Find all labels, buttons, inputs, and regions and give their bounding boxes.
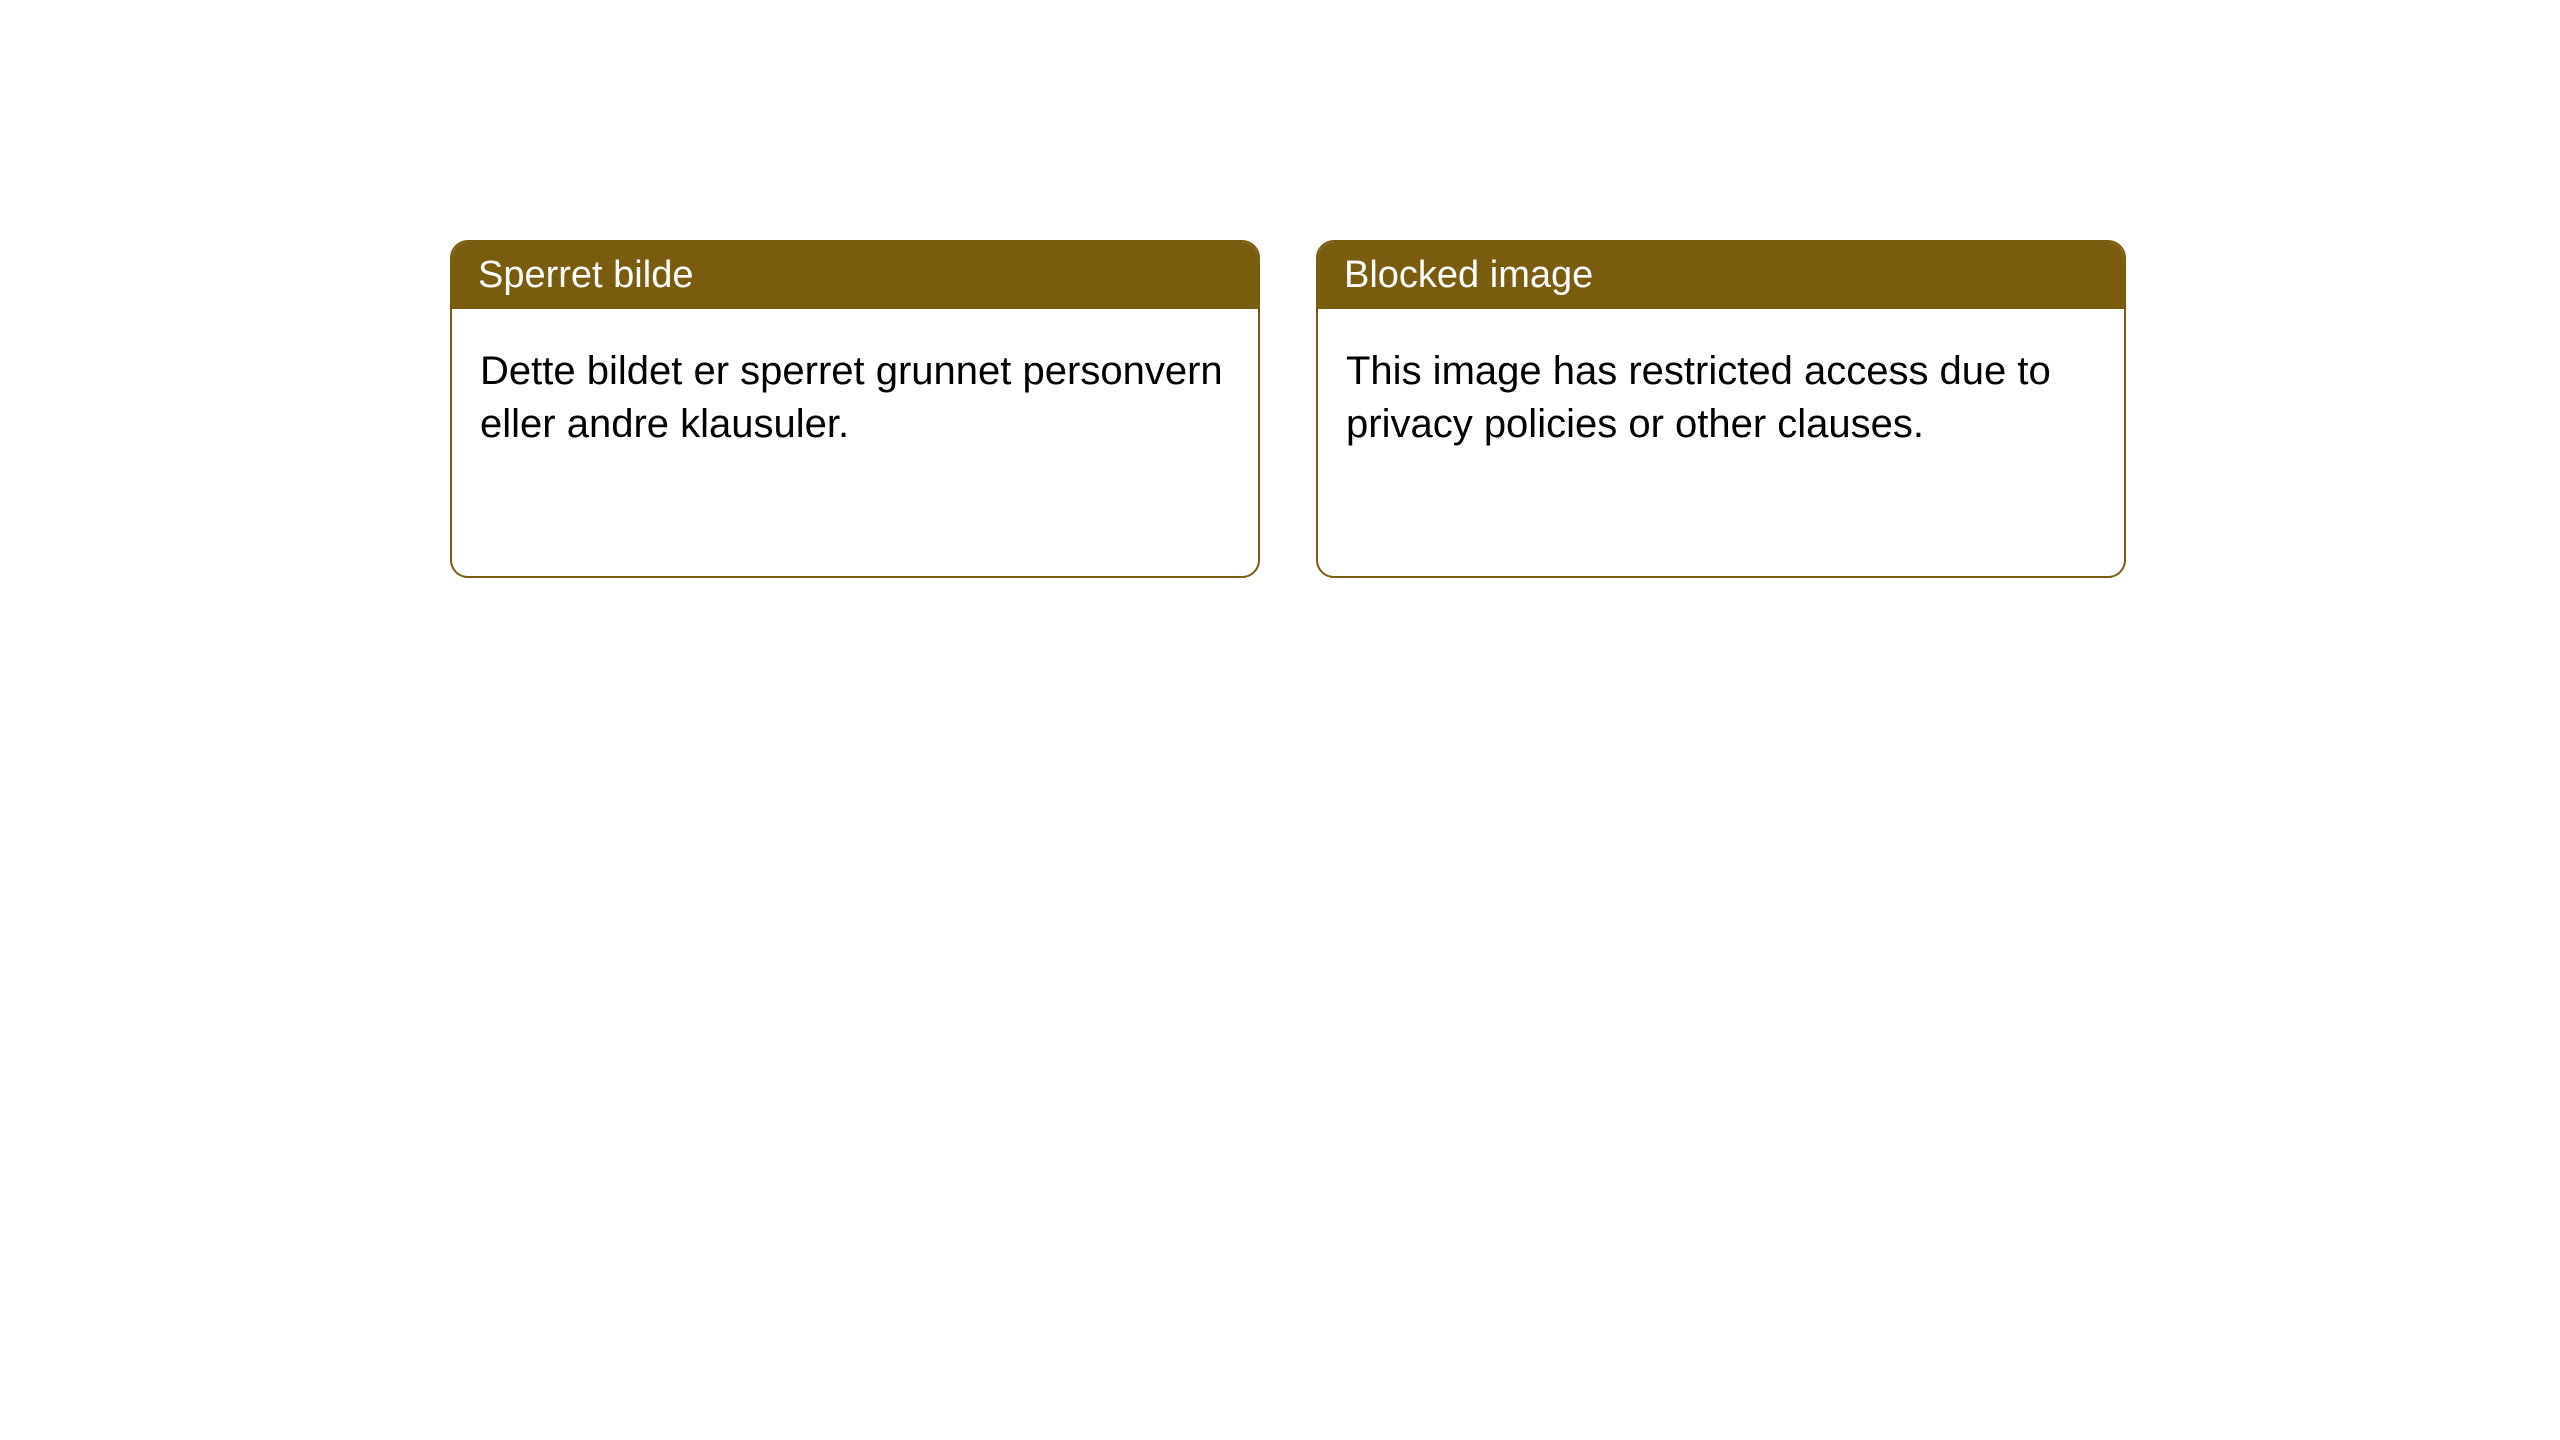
card-title-norwegian: Sperret bilde	[478, 254, 693, 296]
card-text-norwegian: Dette bildet er sperret grunnet personve…	[480, 349, 1223, 446]
card-header-norwegian: Sperret bilde	[452, 242, 1258, 309]
card-body-english: This image has restricted access due to …	[1318, 309, 2124, 487]
card-english: Blocked image This image has restricted …	[1316, 240, 2126, 578]
card-text-english: This image has restricted access due to …	[1346, 349, 2051, 446]
card-norwegian: Sperret bilde Dette bildet er sperret gr…	[450, 240, 1260, 578]
cards-container: Sperret bilde Dette bildet er sperret gr…	[450, 240, 2560, 578]
card-body-norwegian: Dette bildet er sperret grunnet personve…	[452, 309, 1258, 487]
card-title-english: Blocked image	[1344, 254, 1593, 296]
card-header-english: Blocked image	[1318, 242, 2124, 309]
